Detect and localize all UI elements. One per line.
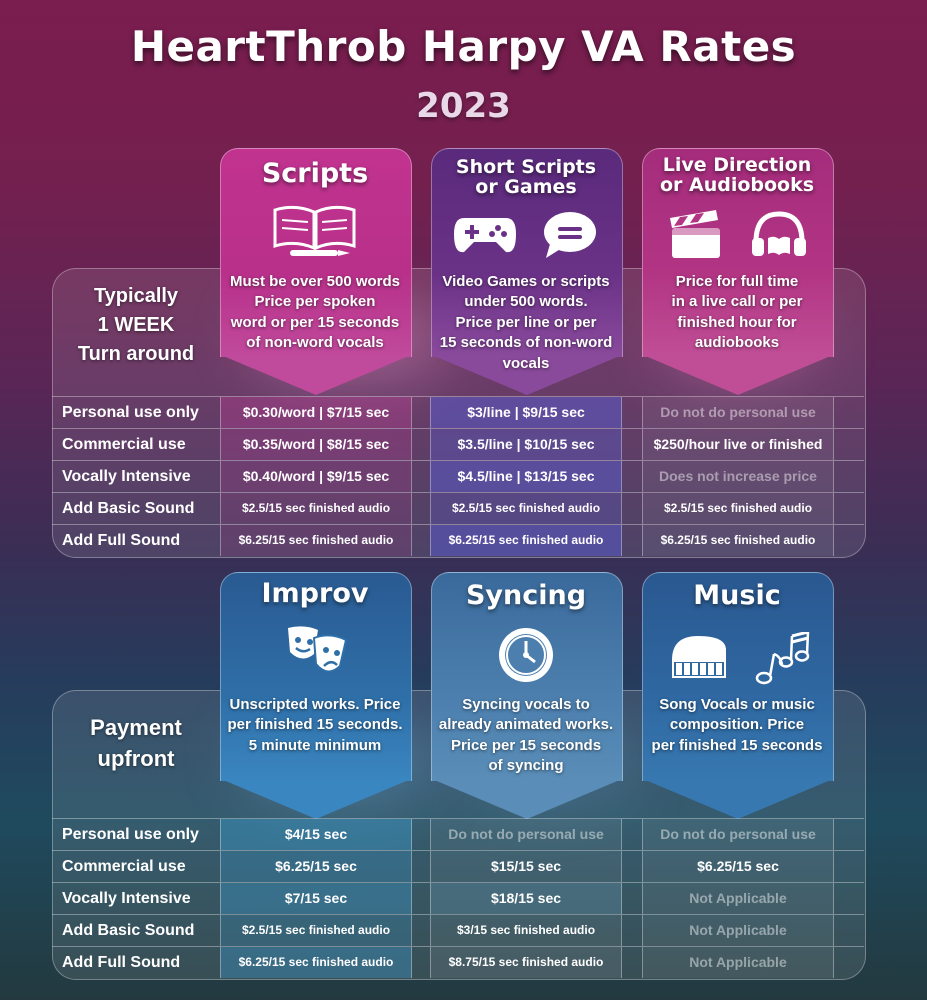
rate-cell: $6.25/15 sec [220,851,412,882]
rate-cell: $3.5/line | $10/15 sec [430,429,622,460]
row-label: Personal use only [62,826,199,843]
row-label: Commercial use [62,436,186,453]
row-label: Vocally Intensive [62,890,191,907]
rate-cell: $6.25/15 sec finished audio [430,525,622,556]
clock-icon [499,628,553,682]
row-label: Add Full Sound [62,954,181,971]
rate-cell: $6.25/15 sec finished audio [220,947,412,978]
rate-cell: $7/15 sec [220,883,412,914]
clapperboard-icon [670,210,720,258]
music-title: Music [693,580,781,611]
table-row: Add Full Sound $6.25/15 sec finished aud… [52,946,864,978]
theater-masks-icon [288,626,348,673]
rate-cell: $4/15 sec [220,819,412,850]
table-row: Add Full Sound $6.25/15 sec finished aud… [52,524,864,556]
rate-cell: $6.25/15 sec [642,851,834,882]
scripts-description: Must be over 500 words Price per spoken w… [229,273,401,352]
rate-cell: Do not do personal use [430,819,622,850]
piano-icon [672,636,726,678]
gamepad-icon [454,218,516,253]
section2-side-label: Payment upfront [90,715,182,771]
row-label: Commercial use [62,858,186,875]
rate-cell: Not Applicable [642,947,834,978]
table-row: Add Basic Sound $2.5/15 sec finished aud… [52,492,864,524]
rate-cell: Does not increase price [642,461,834,492]
rate-cell: $0.35/word | $8/15 sec [220,429,412,460]
music-description: Song Vocals or music composition. Price p… [651,696,823,754]
table-row: Commercial use $0.35/word | $8/15 sec $3… [52,428,864,460]
rate-cell: $18/15 sec [430,883,622,914]
rate-cell: $6.25/15 sec finished audio [220,525,412,556]
syncing-title: Syncing [465,580,587,611]
rate-cell: Not Applicable [642,915,834,946]
rate-cell: $2.5/15 sec finished audio [220,493,412,524]
live-direction-title: Live Direction or Audiobooks [659,154,815,196]
rate-cell: $2.5/15 sec finished audio [642,493,834,524]
rate-cell: $2.5/15 sec finished audio [220,915,412,946]
section1-side-label: Typically 1 WEEK Turn around [77,285,195,365]
music-notes-icon [755,632,810,685]
improv-description: Unscripted works. Price per finished 15 s… [227,696,403,754]
improv-title: Improv [261,578,369,609]
improv-card [220,572,412,781]
rate-cell: $3/15 sec finished audio [430,915,622,946]
table-row: Personal use only $4/15 sec Do not do pe… [52,818,864,850]
rate-cell: $6.25/15 sec finished audio [642,525,834,556]
syncing-description: Syncing vocals to already animated works.… [438,696,614,775]
rate-cell: $15/15 sec [430,851,622,882]
page-year: 2023 [416,86,511,126]
rate-cell: Not Applicable [642,883,834,914]
rate-cell: $250/hour live or finished [642,429,834,460]
rate-cell: $2.5/15 sec finished audio [430,493,622,524]
short-scripts-title: Short Scripts or Games [455,156,597,198]
rate-cell: $4.5/line | $13/15 sec [430,461,622,492]
row-label: Add Basic Sound [62,500,195,517]
short-scripts-description: Video Games or scripts under 500 words. P… [439,273,613,372]
rate-cell: Do not do personal use [642,397,834,428]
chat-bubble-icon [544,212,596,258]
rate-cell: Do not do personal use [642,819,834,850]
row-label: Vocally Intensive [62,468,191,485]
rate-cell: $0.40/word | $9/15 sec [220,461,412,492]
book-pen-icon [273,205,356,256]
short-scripts-card [431,148,623,357]
rate-cell: $0.30/word | $7/15 sec [220,397,412,428]
row-label: Personal use only [62,404,199,421]
table-row: Add Basic Sound $2.5/15 sec finished aud… [52,914,864,946]
live-direction-description: Price for full time in a live call or per… [671,273,803,352]
headphones-book-icon [752,211,806,256]
row-label: Add Full Sound [62,532,181,549]
scripts-title: Scripts [261,158,369,189]
page-title: HeartThrob Harpy VA Rates [130,22,797,71]
table-row: Vocally Intensive $0.40/word | $9/15 sec… [52,460,864,492]
row-label: Add Basic Sound [62,922,195,939]
table-row: Personal use only $0.30/word | $7/15 sec… [52,396,864,428]
table-row: Commercial use $6.25/15 sec $15/15 sec $… [52,850,864,882]
table-row: Vocally Intensive $7/15 sec $18/15 sec N… [52,882,864,914]
rate-cell: $8.75/15 sec finished audio [430,947,622,978]
rate-cell: $3/line | $9/15 sec [430,397,622,428]
